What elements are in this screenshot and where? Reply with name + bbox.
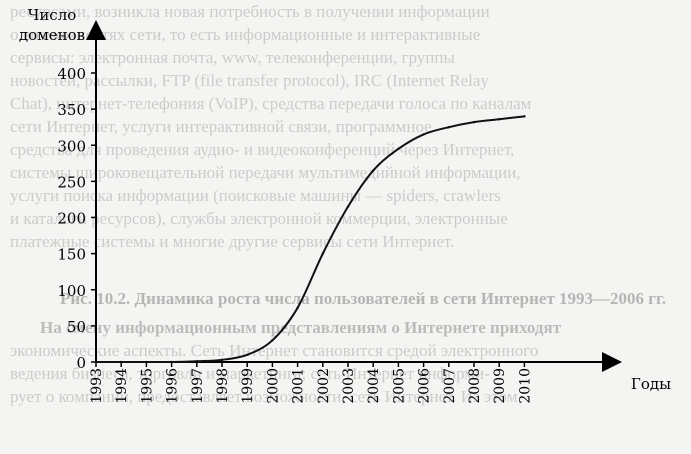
data-point	[472, 120, 476, 124]
y-tick-label: 50	[67, 318, 86, 336]
bleed-line: системы широковещательной передачи мульт…	[10, 163, 521, 182]
y-tick-label: 350	[57, 101, 86, 119]
bleed-line: платежные системы и многие другие сервис…	[10, 232, 455, 251]
bleed-line: новостей, рассылки, FTP (file transfer p…	[10, 71, 489, 90]
x-ticks: 1993 1994 1995 1996 1997 1998 1999 2000 2001 2002…	[89, 362, 533, 404]
x-tick-label: 2010	[517, 368, 533, 404]
data-point	[246, 353, 249, 356]
x-tick-label: 2001	[291, 368, 307, 404]
x-tick-label: 1995	[139, 368, 155, 404]
y-tick-label: 250	[57, 173, 86, 191]
bleed-line: услуги поиска информации (поисковые маши…	[10, 186, 501, 205]
data-point	[170, 360, 173, 364]
data-point	[195, 360, 198, 363]
data-point	[523, 115, 526, 118]
x-tick-label: 2002	[316, 368, 332, 404]
data-point	[296, 306, 299, 310]
data-point	[422, 133, 425, 136]
x-tick-label: 1996	[165, 368, 181, 404]
bleed-line: Chat), интернет-телефония (VoIP), средст…	[10, 94, 532, 113]
bleed-line: ресурсами, возникла новая потребность в …	[10, 2, 490, 21]
y-tick-label: 200	[57, 210, 86, 228]
y-axis-title-line2: доменов	[19, 26, 85, 44]
bleed-line: средства для проведения аудио- и видеоко…	[10, 140, 515, 159]
x-tick-label: 2004	[366, 368, 382, 404]
y-tick-label: 150	[57, 246, 86, 264]
data-point	[120, 360, 123, 364]
x-tick-label: 2003	[341, 368, 357, 404]
y-tick-label: 400	[57, 65, 86, 83]
data-point	[397, 147, 400, 151]
data-point	[271, 339, 274, 342]
x-tick-label: 2000	[265, 368, 281, 404]
series-points	[94, 115, 526, 364]
x-tick-label: 1999	[240, 368, 256, 404]
x-axis-title: Годы	[631, 375, 671, 393]
bleed-paragraph-line: ведения бизнеса, торговли и маркетинга; …	[10, 364, 490, 383]
x-tick-label: 1994	[114, 368, 130, 404]
x-tick-label: 1998	[215, 368, 231, 404]
y-tick-label: 0	[76, 354, 86, 372]
x-tick-label: 2009	[492, 368, 508, 404]
bleed-line: сервисы: электронная почта, www, телекон…	[10, 48, 455, 67]
x-tick-label: 2007	[442, 368, 458, 404]
bleed-paragraph-line: На смену информационным представлениям о…	[40, 318, 562, 337]
bleed-line: сети Интернет, услуги интерактивной связ…	[10, 117, 432, 136]
x-tick-label: 2005	[391, 368, 407, 404]
data-point	[145, 360, 148, 364]
data-point	[321, 252, 324, 255]
data-point	[447, 125, 450, 129]
x-tick-label: 2008	[467, 368, 483, 404]
data-point	[94, 360, 98, 364]
bleed-paragraph-line: рует о компании, предоставляет возможнос…	[10, 387, 518, 406]
data-point	[498, 118, 501, 121]
bleed-line: о возможностях сети, то есть информацион…	[10, 25, 481, 44]
x-tick-label: 2006	[417, 368, 433, 404]
y-axis-title-line1: Число	[28, 6, 77, 24]
series-line	[95, 115, 525, 364]
x-tick-label: 1993	[89, 368, 105, 404]
bleed-paragraph-line: экономические аспекты. Сеть Интернет ста…	[10, 341, 539, 360]
bleed-caption: Рис. 10.2. Динамика роста числа пользова…	[60, 289, 667, 308]
bleed-line: и каталоги ресурсов), службы электронной…	[10, 209, 508, 228]
data-point	[220, 358, 224, 362]
y-tick-label: 100	[57, 282, 86, 300]
y-tick-label: 300	[57, 137, 86, 155]
data-point	[346, 205, 350, 208]
x-tick-label: 1997	[190, 368, 206, 404]
data-point	[372, 169, 375, 172]
y-ticks: 0 50 100 150 200 250 300 350 400	[57, 65, 96, 372]
